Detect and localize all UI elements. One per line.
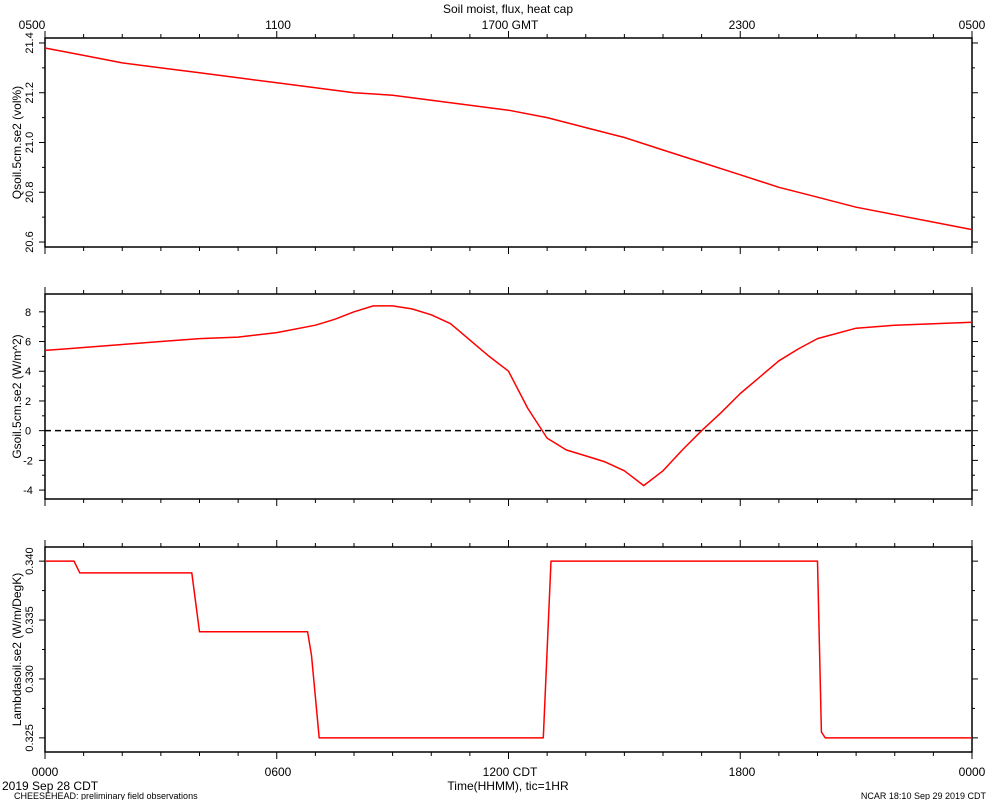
top-tick-label: 0500 <box>959 18 986 32</box>
top-tick-label: 2300 <box>729 18 756 32</box>
top-tick-label: 0500 <box>19 18 46 32</box>
y-tick-label: 21.0 <box>24 132 36 153</box>
footer-stamp: NCAR 18:10 Sep 29 2019 CDT <box>861 791 987 800</box>
y-tick-label: 4 <box>25 366 31 378</box>
plot-frame <box>44 293 973 500</box>
footer-source: CHEESEHEAD: preliminary field observatio… <box>14 791 198 800</box>
y-tick-label: 20.8 <box>24 182 36 203</box>
panel-2: -4 -2 0 2 4 6 8 Gsoil.5cm.se2 (W/m^2) <box>10 287 978 506</box>
top-tick-label: 1700 GMT <box>482 18 539 32</box>
y-tick-label: 0.325 <box>24 724 36 752</box>
top-axis-labels: 0500 1100 1700 GMT 2300 0500 <box>19 18 986 32</box>
y-tick-label: 6 <box>25 337 31 349</box>
y-tick-label: 0 <box>25 426 31 438</box>
plot-frame <box>44 546 973 753</box>
bottom-tick-label: 0600 <box>265 765 292 779</box>
y-tick-label: 21.4 <box>24 32 36 53</box>
y-tick-label: 0.335 <box>24 606 36 634</box>
bottom-tick-label: 0000 <box>32 765 59 779</box>
y-tick-label: 8 <box>25 307 31 319</box>
y-tick-label: 0.330 <box>24 665 36 693</box>
footer-date: 2019 Sep 28 CDT <box>2 779 99 793</box>
x-axis-label: Time(HHMM), tic=1HR <box>447 779 569 793</box>
bottom-axis-labels: 0000 0600 1200 CDT 1800 0000 <box>32 765 986 779</box>
series-line <box>45 560 972 739</box>
series-line <box>44 305 973 487</box>
y-tick-label: 2 <box>25 396 31 408</box>
chart-title: Soil moist, flux, heat cap <box>443 2 573 16</box>
plot-frame <box>44 37 973 248</box>
bottom-tick-label: 1800 <box>729 765 756 779</box>
chart-panels: 20.6 20.8 21.0 21.2 21.4 Qsoil.5cm.se2 (vol%)… <box>10 31 978 759</box>
panel-1: 20.6 20.8 21.0 21.2 21.4 Qsoil.5cm.se2 (vol%) <box>10 31 978 254</box>
y-axis-label: Gsoil.5cm.se2 (W/m^2) <box>10 334 24 458</box>
y-axis-label: Qsoil.5cm.se2 (vol%) <box>10 86 24 199</box>
y-tick-label: 20.6 <box>24 231 36 252</box>
bottom-tick-label: 1200 CDT <box>483 765 538 779</box>
series-line <box>44 47 973 231</box>
y-tick-label: -2 <box>23 455 33 467</box>
bottom-tick-label: 0000 <box>959 765 986 779</box>
y-tick-label: -4 <box>23 485 33 497</box>
y-tick-label: 0.340 <box>24 547 36 575</box>
y-tick-label: 21.2 <box>24 82 36 103</box>
top-tick-label: 1100 <box>265 18 291 32</box>
y-axis-label: Lambdasoil.se2 (W/m/DegK) <box>10 573 24 726</box>
